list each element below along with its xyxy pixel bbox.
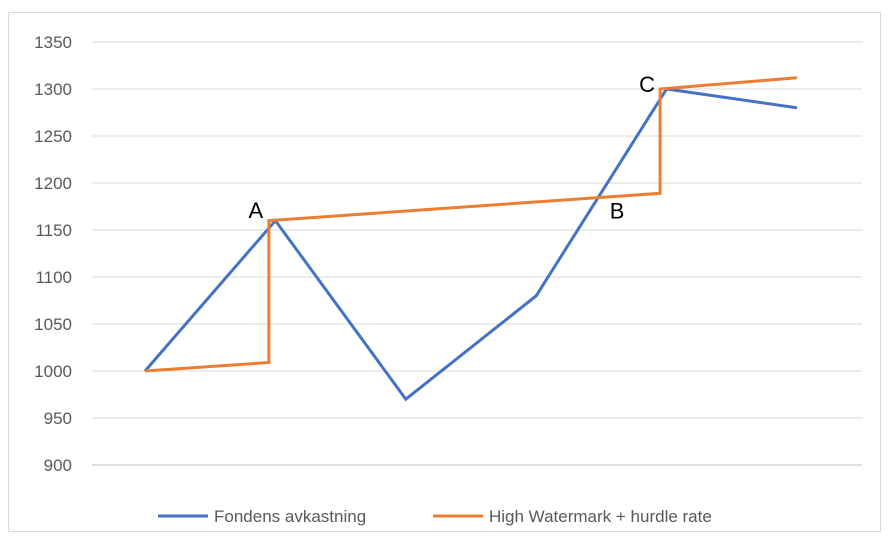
y-tick-label: 1350 (34, 33, 72, 52)
legend-label-2: High Watermark + hurdle rate (489, 507, 712, 526)
y-tick-label: 1300 (34, 80, 72, 99)
y-tick-label: 1150 (35, 221, 72, 240)
y-tick-label: 1200 (34, 174, 72, 193)
series-line-2 (144, 76, 798, 373)
y-tick-label: 1050 (34, 315, 72, 334)
y-tick-label: 1000 (34, 362, 72, 381)
annotation-C: C (639, 72, 655, 97)
y-tick-label: 950 (44, 409, 72, 428)
y-tick-label: 1100 (35, 268, 72, 287)
annotation-A: A (248, 198, 263, 223)
y-tick-label: 1250 (34, 127, 72, 146)
legend-label-1: Fondens avkastning (214, 507, 366, 526)
y-tick-label: 900 (44, 456, 72, 475)
annotation-B: B (610, 199, 625, 224)
series-line-1 (143, 87, 798, 402)
